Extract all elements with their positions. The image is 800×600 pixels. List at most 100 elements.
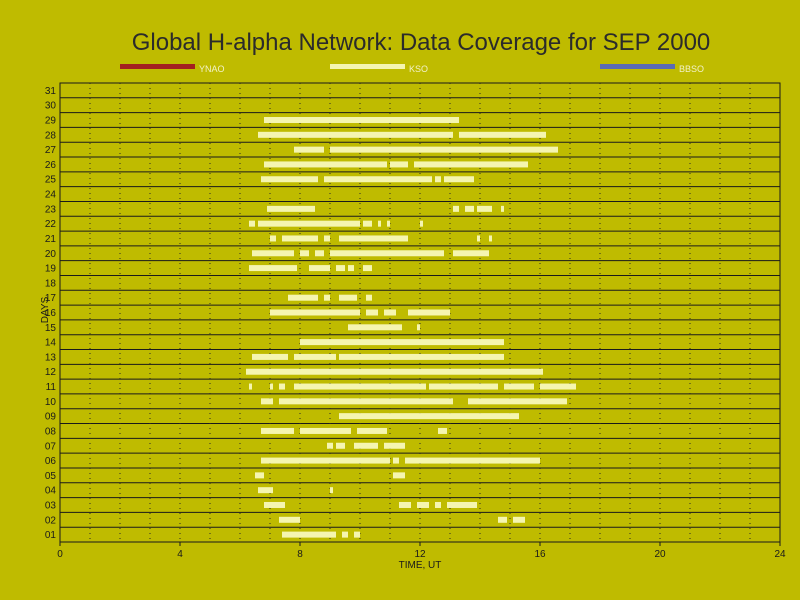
y-tick-label: 27	[45, 145, 57, 156]
coverage-bar-kso	[384, 442, 405, 449]
legend: YNAO KSO BBSO	[120, 64, 704, 74]
y-tick-labels: 01 02 03 04 05 06 07 08 09 10 11 12 13 14 15 16 17 18 19 20…	[45, 86, 57, 541]
y-tick-label: 23	[45, 204, 57, 215]
coverage-bar-kso	[330, 487, 333, 494]
coverage-bar-kso	[357, 427, 387, 434]
coverage-bar-kso	[288, 294, 318, 301]
coverage-bar-kso	[366, 309, 378, 316]
chart-title: Global H-alpha Network: Data Coverage fo…	[132, 29, 711, 56]
x-tick-label: 24	[774, 549, 786, 560]
legend-label-ynao: YNAO	[199, 64, 225, 74]
coverage-bar-kso	[465, 205, 474, 212]
y-tick-label: 11	[46, 382, 57, 393]
coverage-bar-kso	[327, 442, 333, 449]
coverage-bar-kso	[417, 501, 429, 508]
y-tick-label: 29	[45, 116, 57, 127]
coverage-bar-kso	[270, 383, 273, 390]
y-tick-label: 26	[45, 160, 57, 171]
coverage-bar-kso	[399, 501, 411, 508]
y-tick-label: 06	[45, 456, 57, 467]
coverage-bar-kso	[270, 309, 360, 316]
coverage-bar-kso	[363, 220, 372, 227]
y-tick-label: 28	[45, 130, 57, 141]
y-tick-label: 25	[45, 175, 57, 186]
x-tick-label: 16	[534, 549, 546, 560]
legend-label-bbso: BBSO	[679, 64, 704, 74]
legend-swatch-bbso	[600, 64, 675, 69]
y-tick-label: 30	[45, 101, 57, 112]
coverage-bar-kso	[393, 472, 405, 479]
coverage-bar-kso	[330, 250, 444, 257]
coverage-bar-kso	[258, 487, 273, 494]
coverage-bar-kso	[417, 324, 420, 331]
coverage-bar-kso	[300, 339, 504, 346]
y-tick-label: 15	[45, 323, 57, 334]
coverage-bar-kso	[261, 457, 390, 464]
y-tick-label: 02	[45, 515, 57, 526]
coverage-bar-kso	[339, 413, 519, 420]
x-tick-labels: 0 4 8 12 16 20 24	[57, 542, 786, 560]
coverage-bar-kso	[438, 427, 447, 434]
coverage-bar-kso	[330, 146, 558, 153]
coverage-bar-kso	[453, 205, 459, 212]
coverage-bar-kso	[342, 531, 348, 538]
coverage-bar-kso	[279, 516, 300, 523]
coverage-bar-kso	[453, 250, 489, 257]
coverage-bar-kso	[252, 353, 288, 360]
coverage-bar-kso	[393, 457, 399, 464]
coverage-bar-kso	[363, 265, 372, 272]
coverage-bar-kso	[384, 309, 396, 316]
coverage-bar-kso	[249, 383, 252, 390]
coverage-bar-kso	[408, 309, 450, 316]
coverage-bar-kso	[387, 220, 390, 227]
coverage-bar-kso	[324, 176, 432, 183]
y-tick-label: 03	[45, 500, 57, 511]
coverage-bar-kso	[435, 501, 441, 508]
coverage-bar-kso	[339, 353, 504, 360]
coverage-bar-kso	[282, 531, 336, 538]
coverage-bar-kso	[264, 117, 459, 124]
coverage-bar-kso	[300, 250, 309, 257]
y-tick-label: 21	[45, 234, 57, 245]
y-tick-label: 24	[45, 190, 57, 201]
x-tick-label: 4	[177, 549, 183, 560]
coverage-bars	[246, 117, 576, 538]
x-tick-label: 12	[414, 549, 426, 560]
legend-label-kso: KSO	[409, 64, 428, 74]
coverage-bar-kso	[414, 161, 528, 168]
y-tick-label: 05	[45, 471, 57, 482]
coverage-bar-kso	[261, 398, 273, 405]
coverage-bar-kso	[279, 383, 285, 390]
coverage-bar-kso	[309, 265, 330, 272]
coverage-bar-kso	[252, 250, 294, 257]
y-tick-label: 07	[45, 441, 57, 452]
coverage-bar-kso	[294, 146, 324, 153]
y-tick-label: 01	[45, 530, 57, 541]
coverage-bar-kso	[261, 427, 294, 434]
coverage-bar-kso	[477, 205, 492, 212]
coverage-bar-kso	[354, 531, 360, 538]
coverage-bar-kso	[354, 442, 378, 449]
coverage-bar-kso	[279, 398, 453, 405]
coverage-bar-kso	[405, 457, 540, 464]
coverage-bar-kso	[501, 205, 504, 212]
y-tick-label: 18	[45, 278, 57, 289]
x-axis-label: TIME, UT	[399, 560, 442, 571]
y-axis-label: DAYS	[40, 296, 51, 323]
coverage-bar-kso	[504, 383, 534, 390]
coverage-bar-kso	[348, 324, 402, 331]
coverage-bar-kso	[336, 265, 345, 272]
coverage-bar-kso	[294, 383, 426, 390]
coverage-bar-kso	[429, 383, 498, 390]
legend-swatch-kso	[330, 64, 405, 69]
coverage-bar-kso	[459, 131, 546, 138]
coverage-bar-kso	[324, 294, 330, 301]
coverage-bar-kso	[540, 383, 576, 390]
coverage-bar-kso	[513, 516, 525, 523]
coverage-bar-kso	[477, 235, 480, 242]
x-tick-label: 0	[57, 549, 63, 560]
coverage-bar-kso	[255, 472, 264, 479]
y-tick-label: 09	[45, 412, 57, 423]
y-tick-label: 17	[45, 293, 57, 304]
